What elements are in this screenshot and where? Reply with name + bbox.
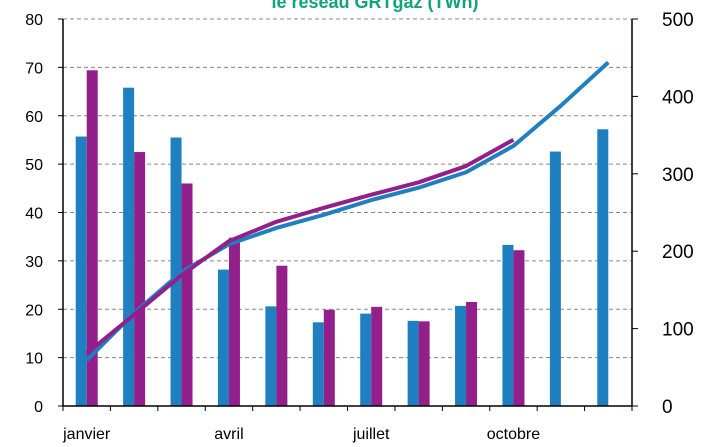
y-tick-label: 70 bbox=[25, 60, 43, 77]
line bbox=[85, 60, 610, 362]
bar bbox=[455, 305, 467, 406]
y2-tick-label: 100 bbox=[662, 320, 694, 341]
y2-tick-label: 0 bbox=[662, 397, 673, 418]
bar bbox=[549, 151, 561, 406]
bar bbox=[181, 183, 193, 406]
bar bbox=[228, 237, 240, 406]
bar bbox=[265, 306, 277, 406]
y-tick-label: 80 bbox=[25, 12, 43, 29]
bar bbox=[466, 301, 478, 406]
bar bbox=[597, 129, 609, 407]
y-tick-label: 10 bbox=[25, 351, 43, 368]
chart-title: le réseau GRTgaz (TWh) bbox=[271, 0, 478, 12]
bar bbox=[134, 152, 146, 406]
bar bbox=[123, 87, 135, 406]
y-tick-label: 30 bbox=[25, 254, 43, 271]
bar bbox=[312, 322, 324, 406]
y-tick-label: 0 bbox=[34, 399, 43, 416]
bar bbox=[371, 306, 383, 406]
y2-tick-label: 400 bbox=[662, 87, 694, 108]
bar bbox=[323, 309, 335, 406]
y-tick-label: 60 bbox=[25, 109, 43, 126]
y2-tick-label: 200 bbox=[662, 242, 694, 263]
bar bbox=[75, 136, 87, 406]
x-tick-label: octobre bbox=[487, 426, 540, 443]
bar bbox=[360, 313, 372, 406]
bar bbox=[86, 70, 98, 406]
y-tick-label: 20 bbox=[25, 302, 43, 319]
bar bbox=[170, 137, 182, 407]
bar bbox=[217, 269, 229, 406]
y-tick-label: 50 bbox=[25, 157, 43, 174]
line bbox=[85, 137, 515, 355]
bar bbox=[418, 321, 430, 406]
bar bbox=[513, 250, 525, 406]
y2-tick-label: 300 bbox=[662, 165, 694, 186]
y2-tick-label: 500 bbox=[662, 10, 694, 31]
x-tick-label: avril bbox=[214, 426, 243, 443]
x-tick-label: janvier bbox=[62, 426, 111, 443]
y-tick-label: 40 bbox=[25, 206, 43, 223]
bar bbox=[502, 244, 514, 406]
bar bbox=[276, 265, 288, 406]
x-tick-label: juillet bbox=[352, 426, 390, 443]
bar bbox=[407, 320, 419, 406]
